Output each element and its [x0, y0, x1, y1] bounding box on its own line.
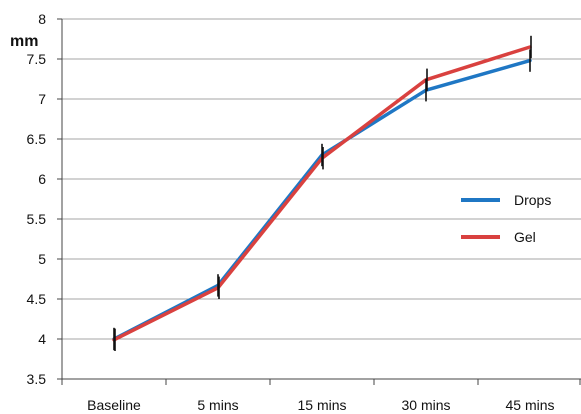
- y-tick-labels: 3.5 4 4.5 5 5.5 6 6.5 7 7.5 8: [27, 11, 47, 387]
- y-tick-label: 7: [38, 91, 46, 107]
- x-tick-label: 30 mins: [401, 397, 450, 413]
- y-tick-label: 6: [38, 171, 46, 187]
- axes: [57, 18, 581, 385]
- legend-label-gel: Gel: [514, 229, 536, 245]
- y-tick-label: 7.5: [27, 51, 47, 67]
- gridlines: [62, 18, 581, 340]
- x-tick-label: 45 mins: [505, 397, 554, 413]
- y-tick-label: 5.5: [27, 211, 47, 227]
- y-tick-label: 4.5: [27, 291, 47, 307]
- x-tick-label: 5 mins: [197, 397, 238, 413]
- y-axis-label: mm: [10, 33, 38, 50]
- error-bars: [113, 35, 532, 351]
- x-tick-label: 15 mins: [297, 397, 346, 413]
- y-tick-label: 3.5: [27, 371, 47, 387]
- y-tick-label: 6.5: [27, 131, 47, 147]
- legend-label-drops: Drops: [514, 192, 551, 208]
- series-lines: [112, 45, 532, 342]
- y-tick-label: 5: [38, 251, 46, 267]
- y-tick-label: 8: [38, 11, 46, 27]
- legend: Drops Gel: [461, 192, 551, 245]
- y-tick-label: 4: [38, 331, 46, 347]
- x-tick-labels: Baseline 5 mins 15 mins 30 mins 45 mins: [87, 397, 554, 413]
- series-line-gel: [112, 45, 532, 342]
- x-tick-label: Baseline: [87, 397, 141, 413]
